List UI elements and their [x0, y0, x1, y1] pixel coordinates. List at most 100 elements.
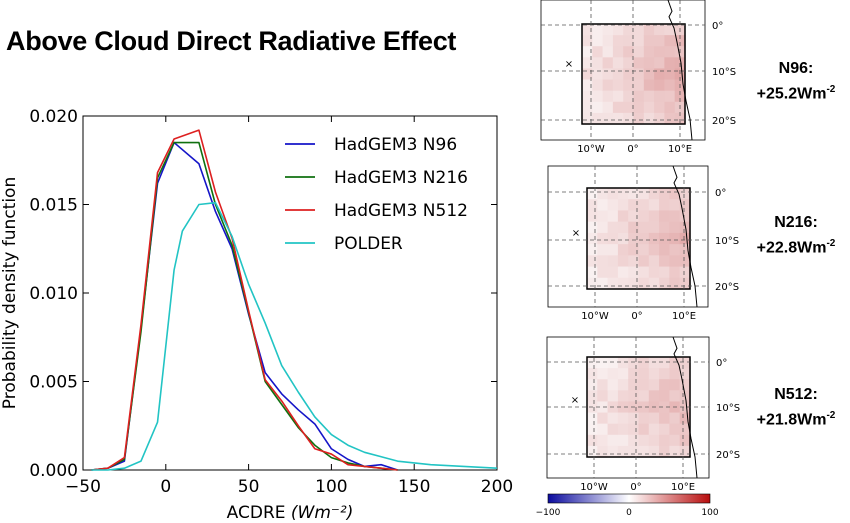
map-field-cell: [623, 46, 635, 58]
map-field-cell: [679, 188, 691, 200]
map-field-cell: [592, 101, 604, 114]
map-field-cell: [617, 368, 629, 380]
map-label-value: +25.2Wm: [756, 85, 827, 103]
map-field-cell: [648, 244, 660, 256]
map-lat-label: 0°: [715, 188, 726, 199]
map-field-cell: [679, 423, 691, 436]
map-field-cell: [597, 255, 609, 268]
map-field-cell: [628, 390, 640, 403]
map-field-cell: [659, 277, 670, 290]
map-field-cell: [587, 390, 598, 403]
map-field-cell: [628, 266, 640, 279]
plot-frame: [82, 115, 498, 471]
map-field-cell: [628, 244, 640, 256]
map-field-cell: [633, 79, 645, 92]
map-field-cell: [587, 379, 598, 391]
map-field-cell: [659, 255, 670, 268]
map-field-cell: [659, 412, 670, 425]
map-field-cell: [654, 57, 665, 70]
map-field-cell: [654, 68, 665, 81]
map-field-cell: [617, 412, 629, 425]
map-field-cell: [669, 221, 681, 234]
map-field-cell: [607, 357, 619, 369]
map-field-cell: [654, 90, 665, 103]
map-lon-label: 0°: [631, 311, 642, 322]
map-field-cell: [587, 357, 598, 369]
map-field-cell: [643, 68, 655, 81]
map-field-cell: [597, 210, 609, 223]
map-field-cell: [592, 46, 604, 58]
map-field-cell: [587, 445, 598, 458]
map-field-cell: [659, 210, 670, 223]
map-field-cell: [607, 445, 619, 458]
map-field-cell: [664, 90, 676, 103]
map-lat-label: 20°S: [712, 116, 736, 127]
map-field-cell: [617, 266, 629, 279]
map-lon-label: 0°: [627, 144, 638, 155]
map-field-cell: [628, 232, 640, 245]
map-field-cell: [659, 401, 670, 414]
map-field-cell: [659, 232, 670, 245]
map-field-cell: [582, 68, 593, 81]
map-field-cell: [592, 68, 604, 81]
map-field-cell: [633, 101, 645, 114]
map-field-cell: [628, 210, 640, 223]
series-line-polder: [91, 201, 498, 471]
map-field-cell: [602, 112, 614, 125]
map-field-cell: [582, 79, 593, 92]
map-field-cell: [638, 199, 650, 212]
map-coastline: [672, 336, 698, 479]
map-field-cell: [587, 232, 598, 245]
map-field-cell: [617, 445, 629, 458]
map-field-cell: [679, 210, 691, 223]
colorbar: [547, 493, 711, 504]
map-field-cell: [582, 90, 593, 103]
map-field-cell: [659, 379, 670, 391]
map-field-cell: [628, 368, 640, 380]
map-field-cell: [659, 445, 670, 458]
map-lat-label: 20°S: [716, 450, 740, 461]
map-field-cell: [617, 277, 629, 290]
colorbar-tick-label: 100: [701, 508, 718, 518]
map-field-cell: [679, 445, 691, 458]
x-tick-label: −50: [65, 477, 101, 497]
map-field-cell: [582, 46, 593, 58]
map-field-cell: [587, 266, 598, 279]
map-field-cell: [592, 57, 604, 70]
map-field-cell: [659, 221, 670, 234]
map-field-cell: [633, 35, 645, 47]
map-field-cell: [674, 112, 686, 125]
map-lat-label: 10°S: [716, 403, 740, 414]
map-lon-label: 10°W: [581, 311, 609, 322]
map-field-cell: [582, 112, 593, 125]
map-field-cell: [602, 35, 614, 47]
map-field-cell: [648, 412, 660, 425]
map-field-cell: [582, 24, 593, 36]
map-field-cell: [679, 401, 691, 414]
map-field-cell: [617, 244, 629, 256]
map-field-cell: [587, 188, 598, 200]
map-field-cell: [633, 24, 645, 36]
map-lat-label: 0°: [716, 358, 727, 369]
map-field-cell: [648, 232, 660, 245]
map-field-cell: [617, 434, 629, 447]
map-field-cell: [669, 412, 681, 425]
map-field-cell: [587, 434, 598, 447]
map-field-cell: [643, 57, 655, 70]
map-field-cell: [679, 277, 691, 290]
map-field-cell: [607, 244, 619, 256]
map-field-cell: [638, 221, 650, 234]
map-field-cell: [617, 188, 629, 200]
map-panel-n216: × 0° 10°S 20°S 10°W 0° 10°E: [547, 165, 739, 322]
map-field-cell: [607, 255, 619, 268]
map-field-cell: [612, 24, 624, 36]
map-field-cell: [607, 390, 619, 403]
map-field-cell: [592, 79, 604, 92]
map-label-value: +22.8Wm: [756, 239, 827, 257]
y-tick-label: 0.005: [29, 373, 78, 393]
map-field-cell: [617, 199, 629, 212]
map-field-cell: [669, 277, 681, 290]
map-field-cell: [617, 379, 629, 391]
map-lon-label: 10°E: [672, 311, 696, 322]
map-field-cell: [597, 221, 609, 234]
